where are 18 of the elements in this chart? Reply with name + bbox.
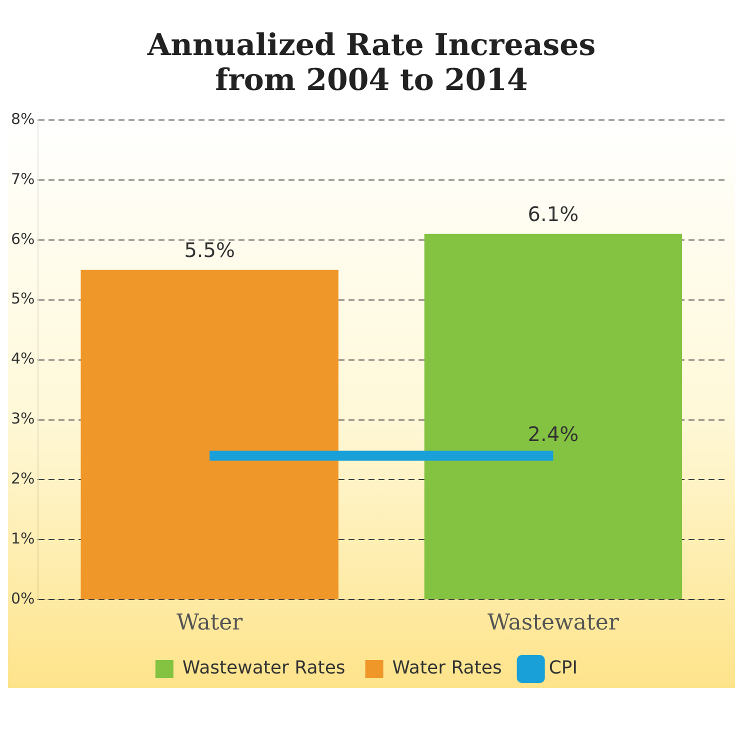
y-tick-label: 7%	[11, 170, 35, 188]
y-tick-label: 1%	[11, 530, 35, 548]
y-tick-label: 4%	[11, 350, 35, 368]
legend-label: CPI	[548, 658, 578, 679]
y-tick-label: 5%	[11, 290, 35, 308]
y-tick-label: 6%	[11, 230, 35, 248]
legend-label: Wastewater Rates	[182, 658, 346, 679]
x-tick-label: Water	[176, 610, 244, 636]
legend-label: Water Rates	[392, 658, 502, 679]
data-label: 5.5%	[184, 238, 236, 262]
x-tick-label: Wastewater	[488, 610, 620, 636]
data-label: 2.4%	[528, 422, 579, 446]
y-tick-label: 8%	[11, 110, 35, 128]
y-tick-label: 0%	[11, 589, 35, 608]
chart-title: Annualized Rate Increases from 2004 to 2014	[146, 27, 597, 100]
data-label: 6.1%	[528, 202, 579, 226]
y-tick-label: 3%	[11, 410, 35, 428]
y-tick-label: 2%	[11, 470, 35, 488]
